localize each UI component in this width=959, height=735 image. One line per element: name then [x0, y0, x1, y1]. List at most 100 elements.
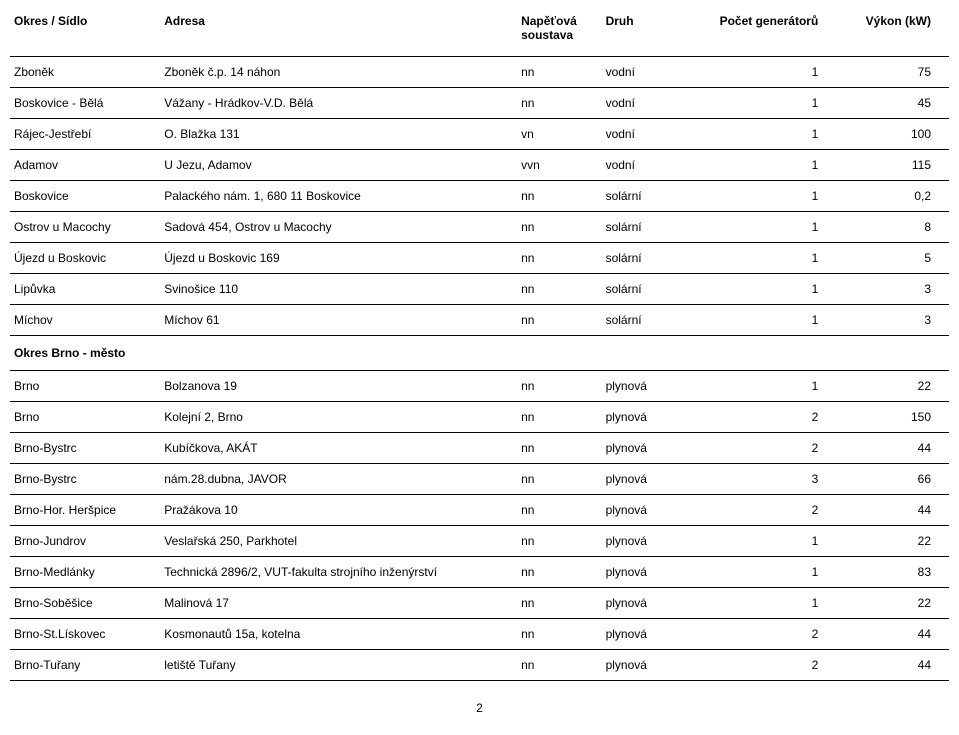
- table-cell: 1: [695, 557, 836, 588]
- table-row: Újezd u BoskovicÚjezd u Boskovic 169nnso…: [10, 243, 949, 274]
- table-cell: Okres Brno - město: [10, 336, 160, 371]
- table-cell: nn: [517, 495, 602, 526]
- table-cell: 22: [836, 526, 949, 557]
- table-cell: nn: [517, 243, 602, 274]
- table-cell: nn: [517, 433, 602, 464]
- table-row: BrnoBolzanova 19nnplynová122: [10, 371, 949, 402]
- table-cell: 75: [836, 57, 949, 88]
- table-cell: plynová: [602, 557, 696, 588]
- table-cell: 22: [836, 371, 949, 402]
- table-cell: U Jezu, Adamov: [160, 150, 517, 181]
- table-cell: 1: [695, 57, 836, 88]
- table-cell: [836, 336, 949, 371]
- table-cell: 1: [695, 588, 836, 619]
- table-cell: 1: [695, 274, 836, 305]
- table-cell: 1: [695, 305, 836, 336]
- table-cell: 5: [836, 243, 949, 274]
- table-cell: vn: [517, 119, 602, 150]
- table-cell: 1: [695, 181, 836, 212]
- table-cell: solární: [602, 212, 696, 243]
- table-row: BrnoKolejní 2, Brnonnplynová2150: [10, 402, 949, 433]
- table-body: ZboněkZboněk č.p. 14 náhonnnvodní175Bosk…: [10, 57, 949, 681]
- table-cell: letiště Tuřany: [160, 650, 517, 681]
- table-row: Brno-BystrcKubíčkova, AKÁTnnplynová244: [10, 433, 949, 464]
- table-cell: vodní: [602, 57, 696, 88]
- column-header: Okres / Sídlo: [10, 8, 160, 57]
- table-row: Brno-SoběšiceMalinová 17nnplynová122: [10, 588, 949, 619]
- table-cell: Brno-Tuřany: [10, 650, 160, 681]
- table-cell: nn: [517, 274, 602, 305]
- table-cell: nn: [517, 402, 602, 433]
- table-cell: 1: [695, 243, 836, 274]
- table-cell: [602, 336, 696, 371]
- table-row: ZboněkZboněk č.p. 14 náhonnnvodní175: [10, 57, 949, 88]
- table-cell: nn: [517, 650, 602, 681]
- table-cell: nn: [517, 371, 602, 402]
- table-cell: 1: [695, 212, 836, 243]
- table-cell: Malinová 17: [160, 588, 517, 619]
- table-cell: plynová: [602, 650, 696, 681]
- table-cell: plynová: [602, 464, 696, 495]
- table-cell: Lipůvka: [10, 274, 160, 305]
- table-row: AdamovU Jezu, Adamovvvnvodní1115: [10, 150, 949, 181]
- table-header-row: Okres / SídloAdresaNapěťová soustavaDruh…: [10, 8, 949, 57]
- table-cell: solární: [602, 181, 696, 212]
- table-cell: vodní: [602, 119, 696, 150]
- table-cell: 1: [695, 526, 836, 557]
- table-cell: Brno-Jundrov: [10, 526, 160, 557]
- table-cell: Brno-St.Lískovec: [10, 619, 160, 650]
- table-cell: Boskovice: [10, 181, 160, 212]
- table-cell: 115: [836, 150, 949, 181]
- table-cell: nám.28.dubna, JAVOR: [160, 464, 517, 495]
- table-cell: 8: [836, 212, 949, 243]
- table-cell: Brno-Medlánky: [10, 557, 160, 588]
- table-cell: 45: [836, 88, 949, 119]
- table-cell: nn: [517, 464, 602, 495]
- table-cell: 3: [836, 274, 949, 305]
- table-cell: Brno: [10, 371, 160, 402]
- table-cell: 1: [695, 371, 836, 402]
- table-cell: solární: [602, 274, 696, 305]
- table-cell: 1: [695, 88, 836, 119]
- table-cell: nn: [517, 57, 602, 88]
- table-cell: 0,2: [836, 181, 949, 212]
- table-cell: solární: [602, 243, 696, 274]
- table-cell: 1: [695, 150, 836, 181]
- table-cell: [160, 336, 517, 371]
- table-cell: 3: [836, 305, 949, 336]
- table-cell: Zboněk: [10, 57, 160, 88]
- column-header: Druh: [602, 8, 696, 57]
- table-cell: nn: [517, 212, 602, 243]
- table-cell: Míchov: [10, 305, 160, 336]
- table-row: BoskovicePalackého nám. 1, 680 11 Boskov…: [10, 181, 949, 212]
- table-cell: plynová: [602, 526, 696, 557]
- table-row: LipůvkaSvinošice 110nnsolární13: [10, 274, 949, 305]
- column-header: Výkon (kW): [836, 8, 949, 57]
- table-cell: vodní: [602, 88, 696, 119]
- table-row: Brno-MedlánkyTechnická 2896/2, VUT-fakul…: [10, 557, 949, 588]
- column-header: Adresa: [160, 8, 517, 57]
- table-cell: Palackého nám. 1, 680 11 Boskovice: [160, 181, 517, 212]
- table-cell: Sadová 454, Ostrov u Macochy: [160, 212, 517, 243]
- table-cell: plynová: [602, 402, 696, 433]
- table-cell: 2: [695, 619, 836, 650]
- table-cell: Kosmonautů 15a, kotelna: [160, 619, 517, 650]
- table-cell: Újezd u Boskovic 169: [160, 243, 517, 274]
- table-cell: vvn: [517, 150, 602, 181]
- table-cell: Adamov: [10, 150, 160, 181]
- table-cell: plynová: [602, 588, 696, 619]
- table-cell: Brno-Soběšice: [10, 588, 160, 619]
- table-cell: 83: [836, 557, 949, 588]
- section-row: Okres Brno - město: [10, 336, 949, 371]
- table-cell: Brno: [10, 402, 160, 433]
- table-cell: 22: [836, 588, 949, 619]
- table-cell: Vážany - Hrádkov-V.D. Bělá: [160, 88, 517, 119]
- table-cell: [695, 336, 836, 371]
- table-cell: plynová: [602, 433, 696, 464]
- table-cell: vodní: [602, 150, 696, 181]
- table-cell: Boskovice - Bělá: [10, 88, 160, 119]
- table-cell: Rájec-Jestřebí: [10, 119, 160, 150]
- table-cell: Pražákova 10: [160, 495, 517, 526]
- table-cell: 44: [836, 650, 949, 681]
- table-cell: Brno-Hor. Heršpice: [10, 495, 160, 526]
